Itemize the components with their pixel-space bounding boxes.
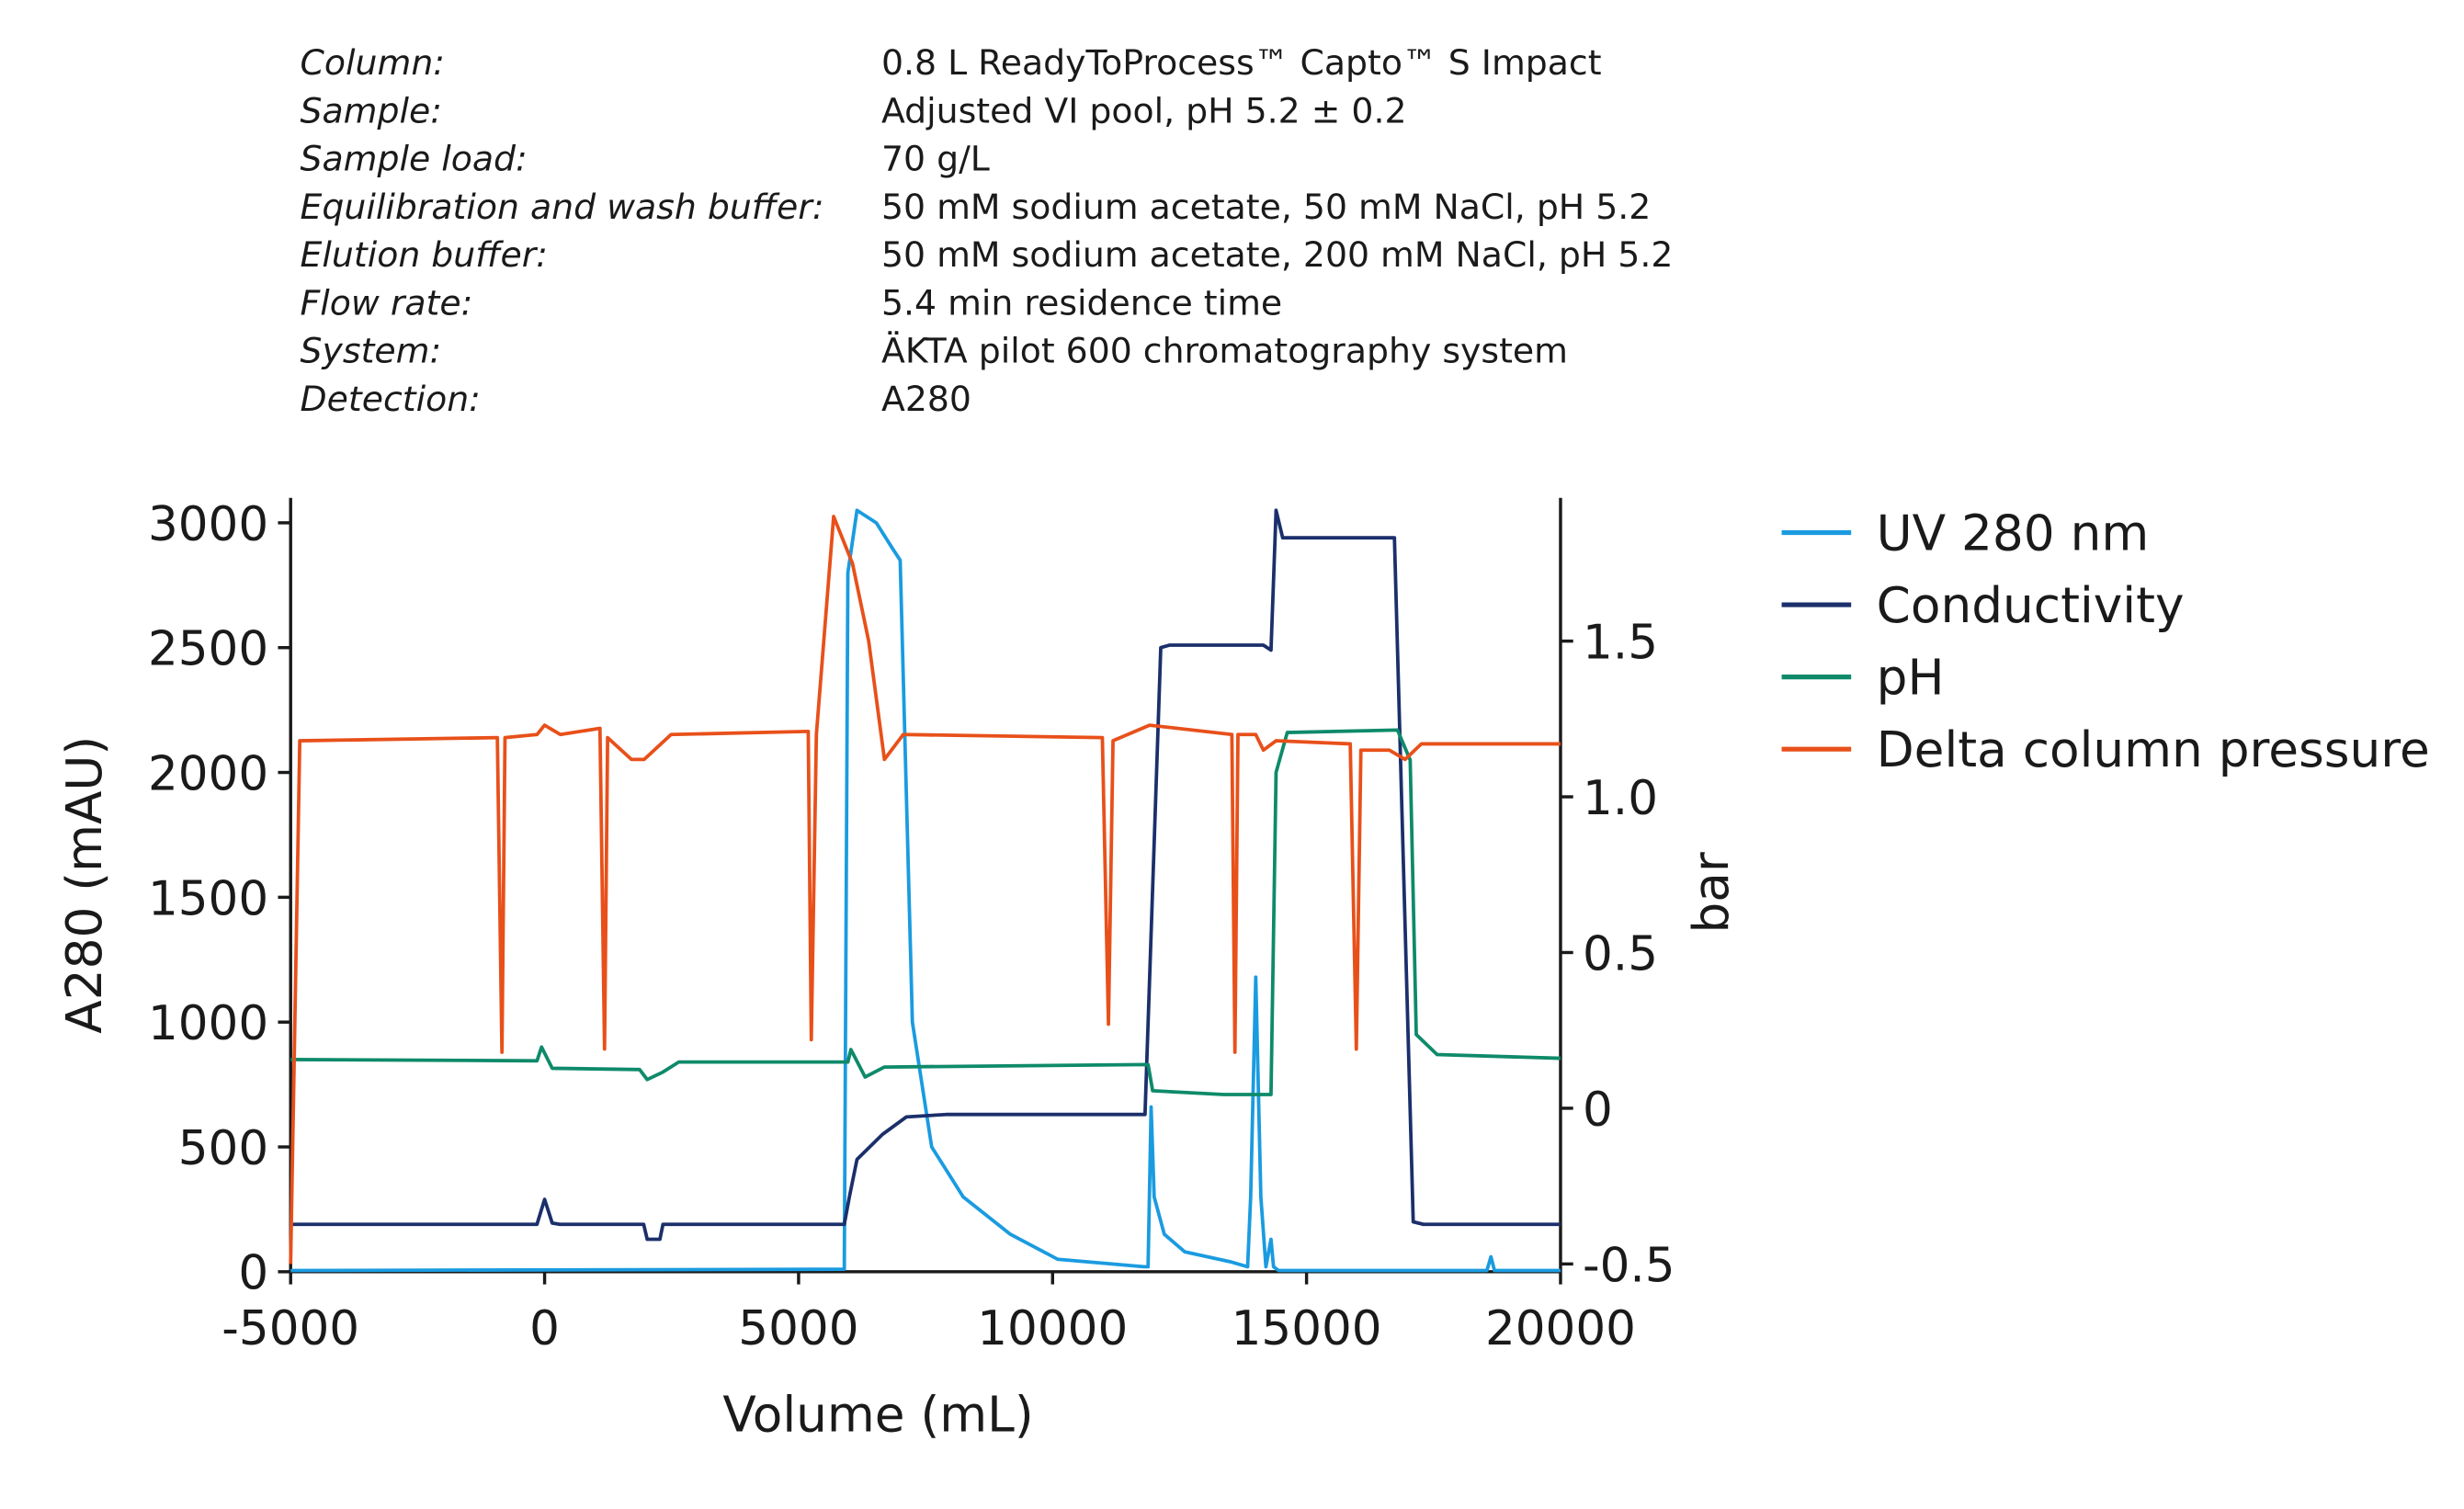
y-tick-label: 2000 [148,746,268,801]
y-tick-label: 3000 [148,497,268,552]
legend-label: Conductivity [1877,577,2185,634]
y2-axis-title: bar [1683,852,1740,933]
condition-label: Flow rate: [301,282,473,323]
y2-tick-label: 0.5 [1583,926,1658,981]
condition-value: 50 mM sodium acetate, 50 mM NaCl, pH 5.2 [881,187,1651,227]
condition-value: Adjusted VI pool, pH 5.2 ± 0.2 [881,90,1407,130]
x-tick-label: 0 [529,1301,560,1356]
series-line [290,508,1561,1242]
condition-label: Elution buffer: [301,234,549,275]
y2-tick-label: 0 [1583,1083,1613,1138]
condition-value: A280 [881,379,971,419]
x-axis-title: Volume (mL) [722,1386,1033,1443]
y2-tick-label: 1.5 [1583,616,1658,671]
y-tick-label: 1500 [148,871,268,926]
x-tick-label: 20000 [1485,1301,1636,1356]
condition-label: Sample load: [301,139,528,179]
y-tick-label: 0 [238,1246,268,1301]
y2-tick-label: -0.5 [1583,1238,1675,1293]
x-tick-label: 5000 [738,1301,858,1356]
series-line [290,728,1561,1096]
y-tick-label: 2500 [148,622,268,677]
legend-label: pH [1877,650,1945,707]
legend-label: UV 280 nm [1877,505,2150,562]
condition-value: 5.4 min residence time [881,282,1282,323]
x-tick-label: 15000 [1232,1301,1382,1356]
y2-tick-label: 1.0 [1583,771,1658,826]
condition-label: System: [301,331,442,371]
condition-label: Equilibration and wash buffer: [301,187,824,227]
condition-value: ÄKTA pilot 600 chromatography system [881,331,1568,371]
x-tick-label: -5000 [221,1301,359,1356]
condition-value: 50 mM sodium acetate, 200 mM NaCl, pH 5.… [881,234,1673,275]
condition-label: Sample: [301,90,442,130]
y-axis-title: A280 (mAU) [56,736,113,1034]
y-tick-label: 500 [178,1121,268,1176]
condition-label: Column: [301,42,445,83]
condition-label: Detection: [301,379,481,419]
series-line [289,515,1561,1265]
x-tick-label: 10000 [977,1301,1128,1356]
condition-value: 70 g/L [881,139,990,179]
condition-value: 0.8 L ReadyToProcess™ Capto™ S Impact [881,42,1602,83]
series-line [290,508,1561,1273]
legend-label: Delta column pressure [1877,721,2430,778]
y-tick-label: 1000 [148,996,268,1051]
